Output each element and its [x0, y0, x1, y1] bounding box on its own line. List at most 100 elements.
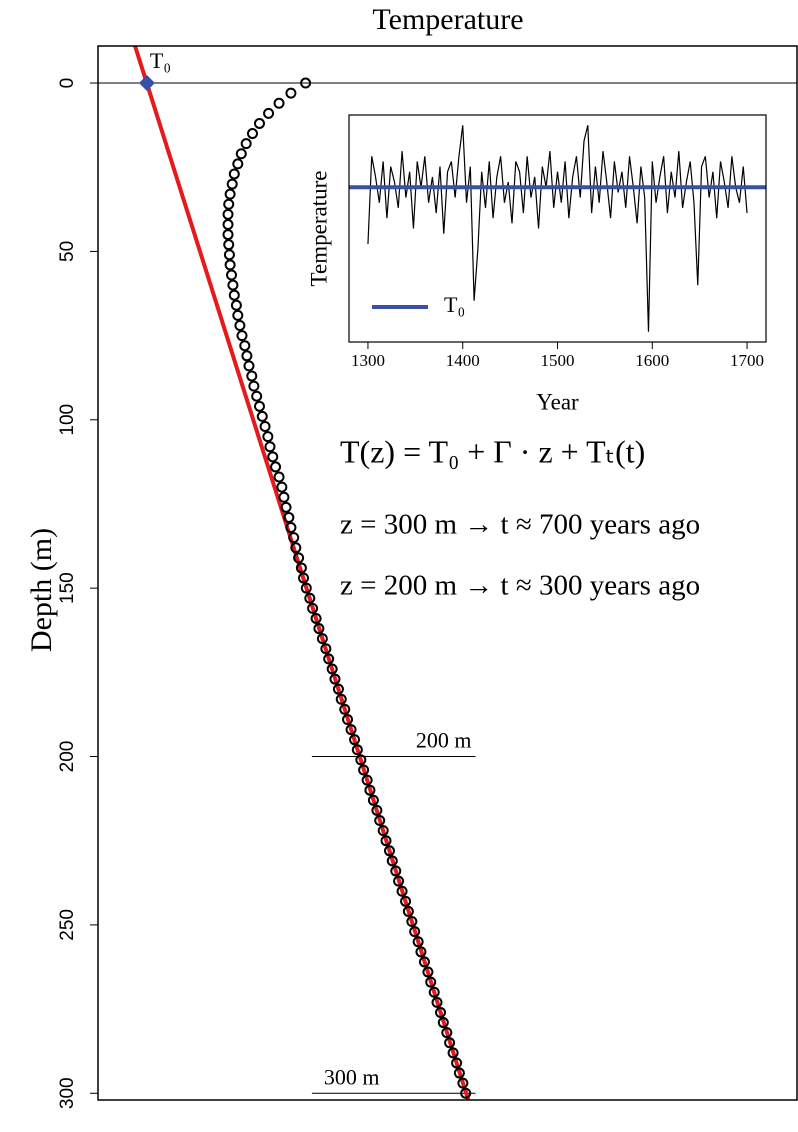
x-tick-label: 1500	[541, 351, 575, 370]
profile-point	[409, 926, 421, 938]
profile-point	[402, 905, 414, 917]
profile-point	[227, 279, 239, 291]
profile-point	[263, 107, 275, 119]
profile-point	[288, 532, 300, 544]
inset-background	[349, 115, 766, 342]
reference-label: 200 m	[416, 728, 472, 753]
profile-point	[246, 370, 258, 382]
profile-point	[276, 481, 288, 493]
y-tick-label: 200	[57, 741, 78, 773]
reference-label: 300 m	[324, 1064, 380, 1089]
profile-point	[222, 229, 234, 241]
profile-point	[262, 431, 274, 443]
profile-point	[447, 1047, 459, 1059]
y-axis-label: Temperature	[306, 171, 331, 287]
profile-point	[364, 784, 376, 796]
profile-point	[358, 764, 370, 776]
profile-point	[226, 269, 238, 281]
profile-point	[418, 956, 430, 968]
profile-point	[310, 612, 322, 624]
profile-point	[339, 703, 351, 715]
profile-point	[240, 138, 252, 150]
profile-point	[326, 663, 338, 675]
profile-point	[415, 946, 427, 958]
profile-point	[267, 451, 279, 463]
profile-point	[253, 117, 265, 129]
profile-point	[264, 441, 276, 453]
profile-point	[386, 855, 398, 867]
profile-point	[226, 178, 238, 190]
profile-point	[457, 1077, 469, 1089]
profile-point	[345, 724, 357, 736]
profile-point	[232, 158, 244, 170]
profile-point	[316, 633, 328, 645]
profile-point	[451, 1057, 463, 1069]
profile-point	[224, 188, 236, 200]
inset-plot	[349, 125, 766, 332]
profile-point	[273, 471, 285, 483]
x-tick-label: 1400	[446, 351, 480, 370]
profile-point	[230, 299, 242, 311]
plot-area	[98, 46, 797, 1100]
profile-point	[234, 319, 246, 331]
profile-point	[259, 421, 271, 433]
profile-point	[400, 895, 412, 907]
profile-point	[270, 461, 282, 473]
profile-point	[435, 1006, 447, 1018]
profile-point	[241, 350, 253, 362]
profile-point	[222, 208, 234, 220]
profile-point	[323, 653, 335, 665]
profile-point	[441, 1027, 453, 1039]
y-tick-label: 0	[57, 78, 78, 89]
profile-point	[342, 713, 354, 725]
profile-point	[290, 542, 302, 554]
profile-point	[351, 744, 363, 756]
t0-marker	[138, 75, 155, 92]
profile-point	[313, 623, 325, 635]
profile-point	[280, 501, 292, 513]
y-tick-label: 300	[57, 1077, 78, 1109]
profile-point	[377, 825, 389, 837]
profile-point	[361, 774, 373, 786]
profile-point	[253, 400, 265, 412]
profile-point	[223, 249, 235, 261]
y-tick-label: 50	[57, 241, 78, 262]
profile-point	[246, 128, 258, 140]
profile-point	[355, 754, 367, 766]
plot-frame	[97, 45, 798, 1101]
profile-point	[329, 673, 341, 685]
x-tick-label: 1700	[730, 351, 764, 370]
profile-point	[422, 966, 434, 978]
chart-title: Temperature	[372, 3, 523, 36]
profile-point	[371, 804, 383, 816]
y-tick-label: 150	[57, 572, 78, 604]
profile-point	[428, 986, 440, 998]
profile-point	[425, 976, 437, 988]
profile-point	[235, 148, 247, 160]
profile-point	[390, 865, 402, 877]
profile-point	[460, 1087, 472, 1099]
profile-point	[320, 643, 332, 655]
profile-point	[300, 582, 312, 594]
x-axis-label: Year	[536, 389, 579, 414]
profile-point	[239, 340, 251, 352]
legend-label: T₀	[444, 292, 465, 317]
profile-point	[285, 87, 297, 99]
profile-point	[278, 491, 290, 503]
profile-point	[256, 410, 268, 422]
profile-point	[367, 794, 379, 806]
profile-point	[236, 330, 248, 342]
profile-point	[383, 845, 395, 857]
profile-point	[243, 360, 255, 372]
profile-point	[374, 815, 386, 827]
profile-point	[283, 511, 295, 523]
profile-point	[300, 77, 312, 89]
profile-point	[228, 289, 240, 301]
profile-point	[431, 996, 443, 1008]
x-tick-label: 1600	[635, 351, 669, 370]
profile-point	[380, 835, 392, 847]
annotation: z = 300 m → t ≈ 700 years ago	[340, 509, 700, 541]
gradient-line	[133, 46, 471, 1100]
profile-point	[349, 734, 361, 746]
